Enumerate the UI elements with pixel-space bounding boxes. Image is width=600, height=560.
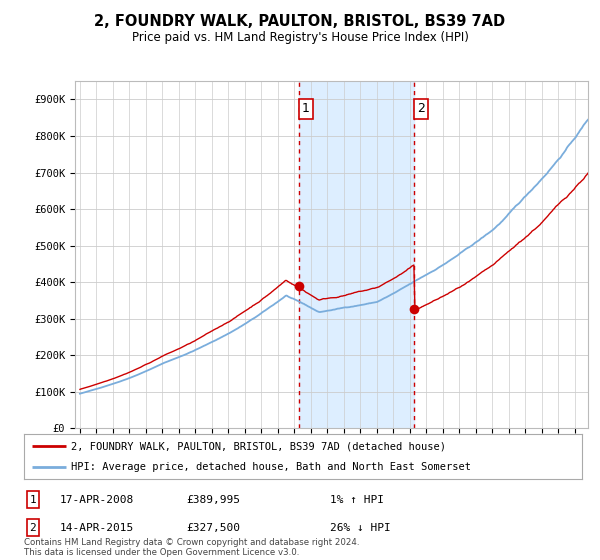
Text: 26% ↓ HPI: 26% ↓ HPI: [330, 522, 391, 533]
Text: 2, FOUNDRY WALK, PAULTON, BRISTOL, BS39 7AD: 2, FOUNDRY WALK, PAULTON, BRISTOL, BS39 …: [94, 14, 506, 29]
Bar: [299, 81, 415, 428]
Text: 1% ↑ HPI: 1% ↑ HPI: [330, 494, 384, 505]
Text: 14-APR-2015: 14-APR-2015: [60, 522, 134, 533]
Text: 2: 2: [29, 522, 37, 533]
Text: Price paid vs. HM Land Registry's House Price Index (HPI): Price paid vs. HM Land Registry's House …: [131, 31, 469, 44]
Text: 2: 2: [417, 102, 425, 115]
Text: 1: 1: [29, 494, 37, 505]
Text: £327,500: £327,500: [186, 522, 240, 533]
Text: Contains HM Land Registry data © Crown copyright and database right 2024.
This d: Contains HM Land Registry data © Crown c…: [24, 538, 359, 557]
Text: 2, FOUNDRY WALK, PAULTON, BRISTOL, BS39 7AD (detached house): 2, FOUNDRY WALK, PAULTON, BRISTOL, BS39 …: [71, 441, 446, 451]
Text: £389,995: £389,995: [186, 494, 240, 505]
Text: 17-APR-2008: 17-APR-2008: [60, 494, 134, 505]
Text: 1: 1: [302, 102, 310, 115]
Text: HPI: Average price, detached house, Bath and North East Somerset: HPI: Average price, detached house, Bath…: [71, 461, 472, 472]
